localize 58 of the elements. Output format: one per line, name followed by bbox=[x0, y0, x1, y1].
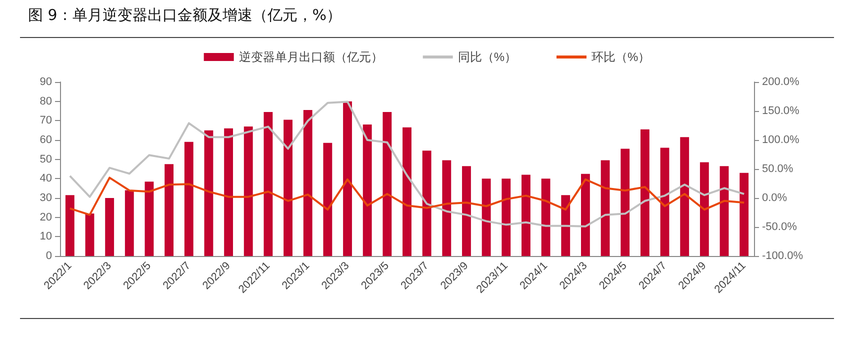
bar bbox=[264, 112, 273, 256]
bar bbox=[224, 128, 234, 256]
bar bbox=[303, 110, 312, 256]
y2-tick-label: 200.0% bbox=[762, 76, 800, 88]
y-tick-label: 70 bbox=[40, 114, 52, 127]
bar bbox=[402, 127, 412, 256]
legend-label: 同比（%） bbox=[458, 50, 516, 64]
bar bbox=[343, 101, 352, 256]
bar bbox=[422, 150, 432, 256]
bar bbox=[620, 148, 630, 256]
y2-tick-label: -50.0% bbox=[762, 221, 798, 233]
y-tick-label: 40 bbox=[40, 172, 52, 185]
y-tick-label: 50 bbox=[40, 153, 52, 166]
y2-tick-label: 150.0% bbox=[762, 105, 800, 117]
bar bbox=[204, 130, 214, 256]
y-tick-label: 60 bbox=[40, 134, 52, 146]
line-series bbox=[68, 176, 746, 216]
bar bbox=[105, 198, 114, 256]
bar bbox=[700, 162, 709, 256]
y-tick-label: 90 bbox=[40, 76, 52, 88]
bar bbox=[502, 178, 511, 256]
y-tick-label: 20 bbox=[40, 211, 52, 224]
y-tick-label: 80 bbox=[40, 95, 52, 108]
y2-tick-label: 100.0% bbox=[762, 134, 800, 146]
bar bbox=[124, 190, 134, 256]
bar bbox=[65, 195, 74, 256]
bar bbox=[85, 213, 94, 256]
legend-label: 环比（%） bbox=[592, 50, 650, 64]
chart-title: 图 9：单月逆变器出口金额及增速（亿元，%） bbox=[28, 6, 342, 25]
bar bbox=[284, 120, 292, 256]
bar bbox=[740, 172, 749, 256]
bar bbox=[561, 195, 570, 256]
legend-label: 逆变器单月出口额（亿元） bbox=[238, 50, 383, 64]
bar bbox=[323, 142, 332, 256]
bar bbox=[362, 124, 372, 256]
bar bbox=[244, 126, 253, 256]
y2-tick-label: 50.0% bbox=[762, 163, 794, 175]
bar bbox=[164, 164, 174, 256]
line-series bbox=[68, 100, 746, 228]
y-tick-label: 30 bbox=[40, 192, 52, 204]
bar bbox=[522, 174, 530, 256]
bar bbox=[382, 112, 392, 256]
y2-tick-label: -100.0% bbox=[762, 250, 804, 262]
bar bbox=[660, 148, 670, 256]
bar bbox=[640, 129, 650, 256]
bar bbox=[680, 137, 690, 256]
bar bbox=[462, 166, 471, 256]
bar bbox=[580, 174, 590, 256]
y-tick-label: 10 bbox=[40, 230, 52, 243]
bar bbox=[541, 178, 550, 256]
bar bbox=[184, 142, 194, 256]
bar bbox=[482, 178, 491, 256]
bar bbox=[600, 160, 610, 256]
bar bbox=[442, 160, 452, 256]
y-tick-label: 0 bbox=[46, 250, 52, 262]
bar bbox=[720, 166, 729, 256]
bar bbox=[144, 182, 154, 256]
y2-tick-label: 0.0% bbox=[762, 192, 788, 204]
